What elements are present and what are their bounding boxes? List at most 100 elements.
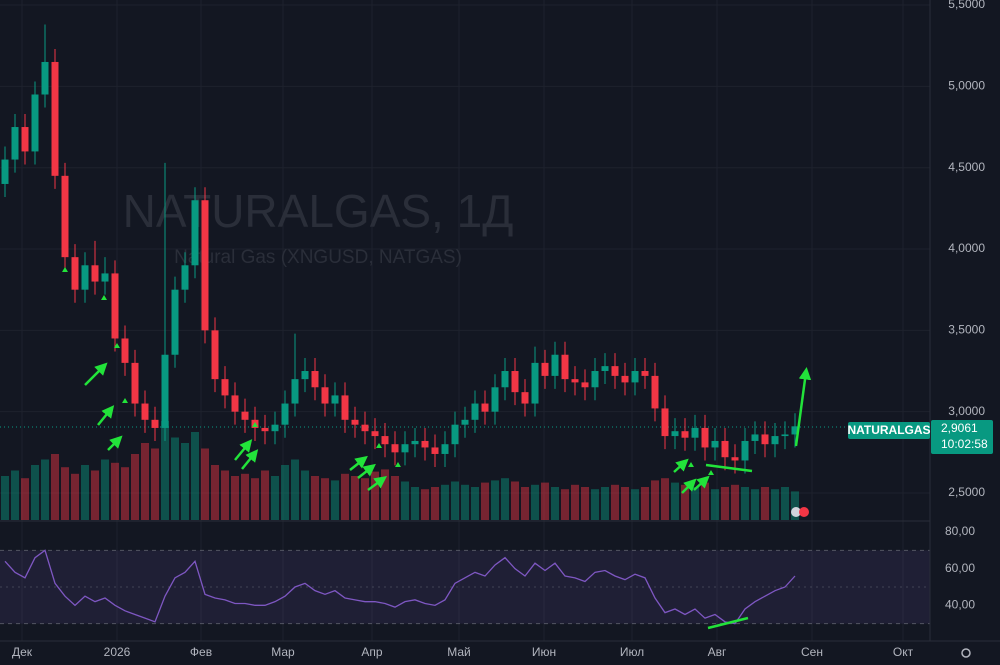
x-tick-label: Фев bbox=[190, 645, 212, 659]
candle-body bbox=[291, 379, 299, 404]
volume-bar bbox=[111, 462, 119, 520]
volume-bar bbox=[21, 478, 29, 520]
candle-body bbox=[51, 61, 59, 176]
volume-bar bbox=[361, 478, 369, 520]
volume-bar bbox=[141, 443, 149, 520]
volume-bar bbox=[461, 484, 469, 520]
settings-icon[interactable] bbox=[961, 648, 971, 658]
candle-body bbox=[141, 403, 149, 420]
volume-bar bbox=[421, 489, 429, 520]
volume-bar bbox=[221, 470, 229, 520]
candle-body bbox=[281, 403, 289, 425]
volume-bar bbox=[291, 459, 299, 520]
candle-body bbox=[501, 371, 509, 388]
candle-body bbox=[571, 379, 579, 383]
volume-bar bbox=[41, 459, 49, 520]
trend-lines bbox=[705, 463, 753, 630]
volume-bar bbox=[561, 489, 569, 520]
volume-bar bbox=[471, 487, 479, 520]
candle-body bbox=[771, 436, 779, 445]
candle-body bbox=[241, 411, 249, 420]
candle-body bbox=[781, 434, 789, 437]
volume bbox=[1, 421, 799, 520]
rsi-tick-label: 80,00 bbox=[945, 524, 975, 538]
volume-bar bbox=[601, 487, 609, 520]
volume-bar bbox=[491, 480, 499, 520]
volume-bar bbox=[341, 473, 349, 520]
volume-bar bbox=[51, 454, 59, 520]
volume-bar bbox=[711, 489, 719, 520]
candle-body bbox=[591, 371, 599, 388]
volume-bar bbox=[591, 489, 599, 520]
volume-bar bbox=[571, 484, 579, 520]
volume-bar bbox=[761, 487, 769, 520]
candle-body bbox=[711, 440, 719, 448]
volume-bar bbox=[451, 481, 459, 520]
volume-bar bbox=[351, 476, 359, 520]
volume-bar bbox=[431, 487, 439, 520]
candle-body bbox=[1, 159, 9, 184]
candle-body bbox=[31, 94, 39, 152]
volume-bar bbox=[371, 471, 379, 520]
candle-body bbox=[231, 395, 239, 412]
volume-bar bbox=[741, 487, 749, 520]
candle-body bbox=[731, 457, 739, 461]
volume-bar bbox=[721, 487, 729, 520]
candle-body bbox=[61, 175, 69, 258]
x-tick-label: Май bbox=[447, 645, 471, 659]
candle-body bbox=[671, 431, 679, 437]
last-price: 2,9061 bbox=[941, 421, 978, 435]
candle-body bbox=[531, 362, 539, 404]
candle-body bbox=[101, 273, 109, 282]
y-tick-label: 5,0000 bbox=[948, 79, 985, 93]
candle-body bbox=[341, 395, 349, 420]
y-tick-label: 5,5000 bbox=[948, 0, 985, 11]
volume-bar bbox=[691, 487, 699, 520]
price-tag bbox=[931, 420, 993, 454]
candle-body bbox=[271, 424, 279, 432]
volume-bar bbox=[231, 476, 239, 520]
x-tick-label: Окт bbox=[893, 645, 914, 659]
candle-body bbox=[611, 366, 619, 376]
volume-bar bbox=[541, 482, 549, 520]
volume-bar bbox=[581, 487, 589, 520]
candle-body bbox=[521, 392, 529, 404]
candle-body bbox=[41, 61, 49, 95]
candle-body bbox=[421, 440, 429, 448]
candle-body bbox=[561, 354, 569, 380]
candle-body bbox=[81, 265, 89, 290]
y-tick-label: 4,5000 bbox=[948, 160, 985, 174]
rsi-line bbox=[4, 549, 796, 625]
candle-body bbox=[301, 371, 309, 380]
volume-bar bbox=[191, 432, 199, 520]
candle-body bbox=[791, 426, 799, 435]
volume-bar bbox=[551, 487, 559, 520]
volume-bar bbox=[261, 470, 269, 520]
volume-bar bbox=[751, 489, 759, 520]
candles bbox=[1, 24, 799, 474]
x-tick-label: Авг bbox=[708, 645, 727, 659]
x-tick-label: 2026 bbox=[104, 645, 131, 659]
volume-bar bbox=[771, 489, 779, 520]
volume-bar bbox=[381, 469, 389, 520]
candle-body bbox=[721, 440, 729, 458]
x-tick-label: Июн bbox=[532, 645, 556, 659]
candle-body bbox=[71, 257, 79, 290]
candle-body bbox=[161, 354, 169, 428]
volume-bar bbox=[521, 487, 529, 520]
volume-bar bbox=[71, 473, 79, 520]
volume-bar bbox=[531, 484, 539, 520]
volume-bar bbox=[151, 448, 159, 520]
volume-bar bbox=[401, 481, 409, 520]
volume-bar bbox=[481, 482, 489, 520]
x-tick-label: Сен bbox=[801, 645, 823, 659]
candle-body bbox=[181, 265, 189, 290]
volume-bar bbox=[181, 443, 189, 520]
x-tick-label: Апр bbox=[361, 645, 383, 659]
symbol-tag bbox=[848, 422, 930, 439]
volume-bar bbox=[321, 478, 329, 520]
volume-bar bbox=[661, 478, 669, 520]
candle-body bbox=[761, 434, 769, 445]
y-tick-label: 3,0000 bbox=[948, 404, 985, 418]
